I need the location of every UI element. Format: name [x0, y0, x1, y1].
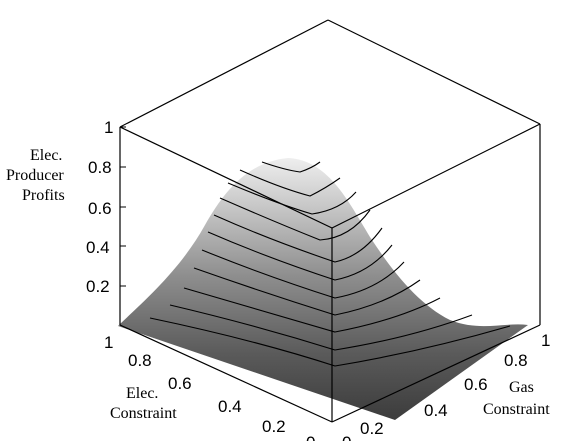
elec-tick-label: 0.8 — [128, 351, 152, 370]
surface — [118, 158, 528, 420]
contour-line — [239, 169, 341, 197]
gas-tick-label: 0.6 — [464, 375, 488, 394]
gas-axis-label-line: Constraint — [483, 401, 550, 418]
gas-tick-label: 1 — [541, 331, 550, 350]
gas-tick-label: 0.8 — [504, 351, 528, 370]
contour-line — [149, 317, 511, 367]
box-frame — [119, 19, 541, 423]
z-tick-label: 0.4 — [86, 238, 110, 257]
elec-axis-label-line: Constraint — [110, 405, 177, 422]
z-tick-label: 0.8 — [88, 158, 112, 177]
elec-tick-label: 0 — [306, 433, 315, 441]
contour-line — [201, 249, 405, 299]
contour-lines — [149, 161, 511, 367]
elec-axis-label-line: Elec. — [126, 385, 158, 402]
z-axis-label-line: Elec. — [30, 147, 62, 164]
z-tick-label: 1 — [104, 118, 113, 137]
elec-tick-label: 0.6 — [168, 374, 192, 393]
z-tick-label: 0.6 — [88, 199, 112, 218]
elec-tick-label: 0.4 — [218, 397, 242, 416]
z-tick-marks — [120, 126, 126, 287]
gas-tick-label: 0.2 — [360, 419, 384, 438]
z-axis-label-line: Producer — [6, 167, 64, 184]
elec-tick-label: 1 — [104, 333, 113, 352]
contour-line — [183, 287, 441, 333]
gas-tick-label: 0.4 — [424, 401, 448, 420]
contour-line — [193, 267, 421, 316]
contour-line — [219, 197, 371, 241]
z-tick-label: 0.2 — [86, 277, 110, 296]
elec-tick-label: 0.2 — [262, 417, 286, 436]
contour-line — [213, 214, 383, 263]
gas-tick-label: 0 — [342, 433, 351, 441]
contour-line — [169, 304, 473, 351]
contour-line — [207, 231, 393, 281]
z-axis-label-line: Profits — [22, 187, 65, 204]
contour-line — [261, 161, 321, 173]
contour-line — [227, 182, 357, 215]
gas-axis-label-line: Gas — [509, 379, 534, 396]
